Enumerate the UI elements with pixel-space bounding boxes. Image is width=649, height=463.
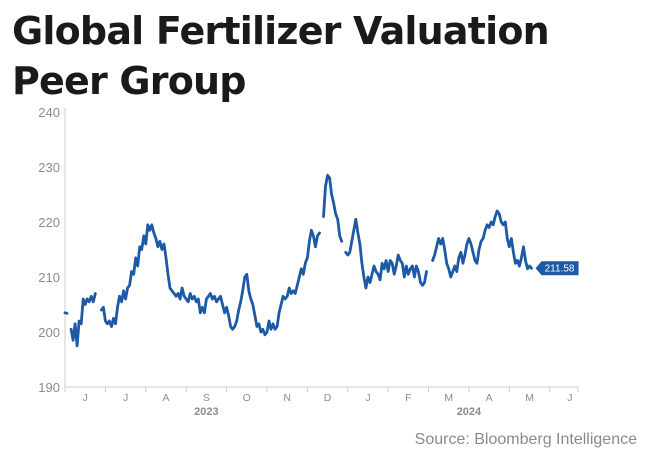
series-line-segment bbox=[344, 217, 428, 290]
x-tick-label: F bbox=[405, 392, 411, 404]
x-tick-label: D bbox=[324, 392, 332, 404]
last-value-badge bbox=[535, 261, 579, 276]
y-tick-label: 210 bbox=[38, 270, 60, 285]
x-tick-label: A bbox=[486, 392, 493, 404]
x-tick-label: A bbox=[162, 392, 169, 404]
source-note: Source: Bloomberg Intelligence bbox=[414, 431, 637, 448]
y-tick-label: 220 bbox=[38, 215, 60, 230]
y-tick-label: 240 bbox=[38, 105, 60, 120]
x-year-label: 2023 bbox=[194, 406, 218, 418]
series-line-segment bbox=[69, 292, 97, 348]
x-tick-label: O bbox=[243, 392, 251, 404]
x-year-label: 2024 bbox=[457, 406, 482, 418]
x-tick-label: J bbox=[83, 392, 88, 404]
last-value-marker: 211.58 bbox=[535, 261, 579, 276]
series-line-segment bbox=[63, 311, 69, 315]
x-tick-label: J bbox=[123, 392, 128, 404]
series-line-segment bbox=[100, 223, 321, 337]
chart-title: Global Fertilizer Valuation Peer Group bbox=[12, 6, 632, 106]
x-tick-label: S bbox=[203, 392, 210, 404]
x-tick-label: N bbox=[283, 392, 291, 404]
x-tick-label: M bbox=[525, 392, 534, 404]
series-line-segment bbox=[431, 209, 533, 279]
y-axis: 190 200 210 220 230 240 bbox=[38, 105, 60, 395]
chart-title-line-2: Peer Group bbox=[12, 59, 246, 103]
last-value-label: 211.58 bbox=[545, 264, 575, 275]
x-tick-label: J bbox=[365, 392, 370, 404]
chart-title-line-1: Global Fertilizer Valuation bbox=[12, 9, 550, 53]
y-tick-label: 200 bbox=[38, 325, 60, 340]
axes bbox=[64, 108, 578, 388]
series-lines bbox=[63, 173, 533, 348]
x-tick-label: J bbox=[567, 392, 572, 404]
x-axis: J J A S O N D J F M A M J 2023 2024 bbox=[64, 387, 579, 418]
y-tick-label: 230 bbox=[38, 160, 60, 175]
series-line-segment bbox=[322, 173, 344, 243]
x-tick-label: M bbox=[444, 392, 453, 404]
y-tick-label: 190 bbox=[38, 380, 60, 395]
